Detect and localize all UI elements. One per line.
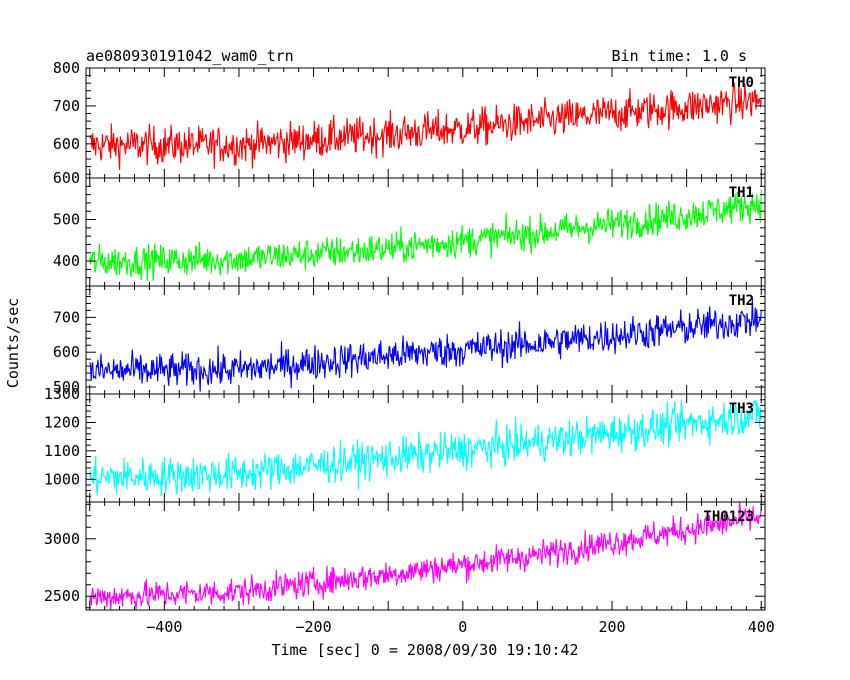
chart-title: ae080930191042_wam0_trn <box>86 47 294 65</box>
x-tick-label: 200 <box>598 618 625 636</box>
y-axis-label: Counts/sec <box>4 298 22 388</box>
y-tick-label: 600 <box>53 135 80 153</box>
panel-label: TH0123 <box>703 509 754 525</box>
x-axis-label: Time [sec] 0 = 2008/09/30 19:10:42 <box>271 641 578 659</box>
series-line-th0123 <box>89 502 762 610</box>
panel-label: TH3 <box>729 401 754 417</box>
bin-time-label: Bin time: 1.0 s <box>612 47 747 65</box>
y-tick-label: 400 <box>53 252 80 270</box>
panel-th0: 600 700 800 TH0 <box>53 59 766 179</box>
y-tick-label: 700 <box>53 97 80 115</box>
y-tick-label: 500 <box>53 211 80 229</box>
y-tick-label: 500 <box>53 378 80 396</box>
panel-frame <box>85 177 766 287</box>
panel-th1: 400 500 600 TH1 <box>53 169 766 287</box>
y-tick-label: 600 <box>53 169 80 187</box>
y-tick-label: 3000 <box>44 530 80 548</box>
panel-label: TH2 <box>729 293 754 309</box>
y-tick-label: 600 <box>53 343 80 361</box>
y-tick-label: 1200 <box>44 413 80 431</box>
panel-th0123: 2500 3000 TH0123 <box>44 501 766 611</box>
x-tick-label: 400 <box>748 618 775 636</box>
y-tick-label: 1000 <box>44 470 80 488</box>
panel-th3: 1000 1100 1200 1300 TH3 <box>44 385 766 503</box>
x-tick-label: −200 <box>296 618 332 636</box>
series-line-th0 <box>89 80 762 170</box>
panel-label: TH0 <box>729 75 754 91</box>
series-line-th3 <box>89 399 762 497</box>
x-tick-label: 0 <box>458 618 467 636</box>
y-tick-label: 2500 <box>44 587 80 605</box>
y-tick-label: 700 <box>53 308 80 326</box>
y-tick-label: 1100 <box>44 442 80 460</box>
panel-th2: 500 600 700 TH2 <box>53 285 766 396</box>
panels-group: 600 700 800 TH0 400 500 600 TH1 500 600 700 TH2 1000… <box>44 59 775 636</box>
panel-frame <box>85 285 766 395</box>
series-line-th1 <box>89 189 762 281</box>
panel-frame <box>85 501 766 611</box>
y-tick-label: 1300 <box>44 385 80 403</box>
y-tick-label: 800 <box>53 59 80 77</box>
x-tick-label: −400 <box>146 618 182 636</box>
panel-label: TH1 <box>729 185 754 201</box>
series-line-th2 <box>89 297 762 392</box>
